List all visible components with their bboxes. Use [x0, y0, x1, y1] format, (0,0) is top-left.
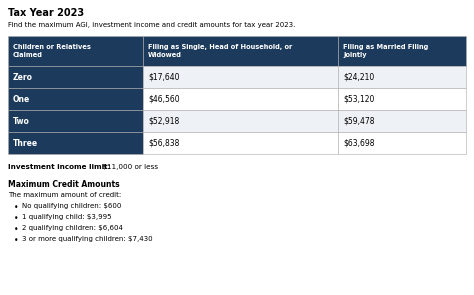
Text: $11,000 or less: $11,000 or less [100, 164, 158, 170]
Text: Three: Three [13, 138, 38, 148]
Text: 1 qualifying child: $3,995: 1 qualifying child: $3,995 [22, 214, 111, 220]
Text: $17,640: $17,640 [148, 73, 180, 81]
Bar [338, 88, 466, 110]
Text: $53,120: $53,120 [343, 94, 374, 104]
Text: •: • [14, 214, 18, 223]
Text: $59,478: $59,478 [343, 117, 374, 125]
Bar [143, 36, 338, 66]
Text: •: • [14, 236, 18, 245]
Text: Filing as Single, Head of Household, or
Widowed: Filing as Single, Head of Household, or … [148, 44, 292, 58]
Text: One: One [13, 94, 30, 104]
Text: $52,918: $52,918 [148, 117, 179, 125]
Text: Tax Year 2023: Tax Year 2023 [8, 8, 84, 18]
Text: No qualifying children: $600: No qualifying children: $600 [22, 203, 121, 209]
Text: 3 or more qualifying children: $7,430: 3 or more qualifying children: $7,430 [22, 236, 153, 242]
Bar [338, 132, 466, 154]
Text: •: • [14, 203, 18, 212]
Text: $63,698: $63,698 [343, 138, 374, 148]
Text: $56,838: $56,838 [148, 138, 179, 148]
Text: Find the maximum AGI, investment income and credit amounts for tax year 2023.: Find the maximum AGI, investment income … [8, 22, 295, 28]
Text: •: • [14, 225, 18, 234]
Bar [8, 88, 143, 110]
Bar [338, 66, 466, 88]
Bar [143, 88, 338, 110]
Bar [8, 36, 143, 66]
Text: Investment income limit:: Investment income limit: [8, 164, 110, 170]
Bar [338, 110, 466, 132]
Text: Filing as Married Filing
Jointly: Filing as Married Filing Jointly [343, 44, 428, 58]
Bar [8, 132, 143, 154]
Text: Children or Relatives
Claimed: Children or Relatives Claimed [13, 44, 91, 58]
Bar [8, 110, 143, 132]
Text: Zero: Zero [13, 73, 33, 81]
Text: $46,560: $46,560 [148, 94, 180, 104]
Text: The maximum amount of credit:: The maximum amount of credit: [8, 192, 121, 198]
Bar [338, 36, 466, 66]
Bar [143, 66, 338, 88]
Bar [8, 66, 143, 88]
Text: $24,210: $24,210 [343, 73, 374, 81]
Bar [143, 110, 338, 132]
Bar [143, 132, 338, 154]
Text: Two: Two [13, 117, 30, 125]
Text: Maximum Credit Amounts: Maximum Credit Amounts [8, 180, 119, 189]
Text: 2 qualifying children: $6,604: 2 qualifying children: $6,604 [22, 225, 123, 231]
